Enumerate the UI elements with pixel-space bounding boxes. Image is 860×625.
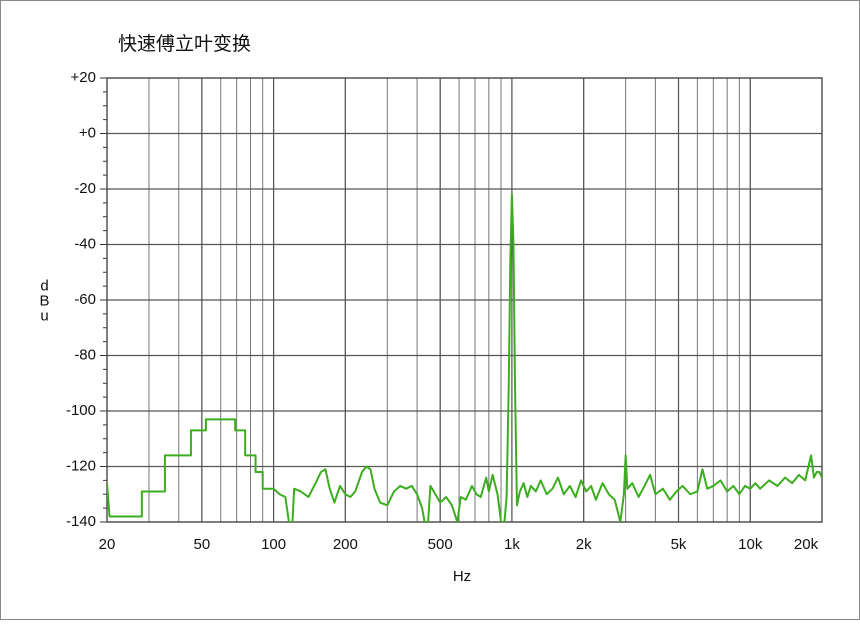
y-tick-label: -120 — [66, 457, 96, 474]
y-tick-label: -140 — [66, 513, 96, 530]
y-tick-label: -100 — [66, 402, 96, 419]
x-tick-label: 100 — [261, 536, 286, 553]
y-tick-label: -60 — [74, 291, 96, 308]
x-tick-label: 200 — [333, 536, 358, 553]
plot-border — [106, 77, 823, 523]
y-tick-label: +0 — [79, 124, 96, 141]
y-tick-label: -40 — [74, 235, 96, 252]
y-tick-label: -20 — [74, 180, 96, 197]
x-tick-label: 20 — [99, 536, 116, 553]
x-tick-label: 10k — [738, 536, 763, 553]
x-axis-label: Hz — [453, 568, 471, 585]
y-tick-label: +20 — [71, 69, 96, 86]
x-tick-label: 500 — [428, 536, 453, 553]
chart-title: 快速傅立叶变换 — [118, 33, 251, 55]
x-tick-label: 50 — [193, 536, 210, 553]
y-axis-label: dBu — [36, 278, 53, 323]
x-tick-label: 5k — [671, 536, 687, 553]
x-tick-label: 20k — [794, 536, 819, 553]
series-line — [107, 193, 822, 522]
x-tick-label: 2k — [576, 536, 592, 553]
y-tick-label: -80 — [74, 346, 96, 363]
x-tick-label: 1k — [504, 536, 520, 553]
